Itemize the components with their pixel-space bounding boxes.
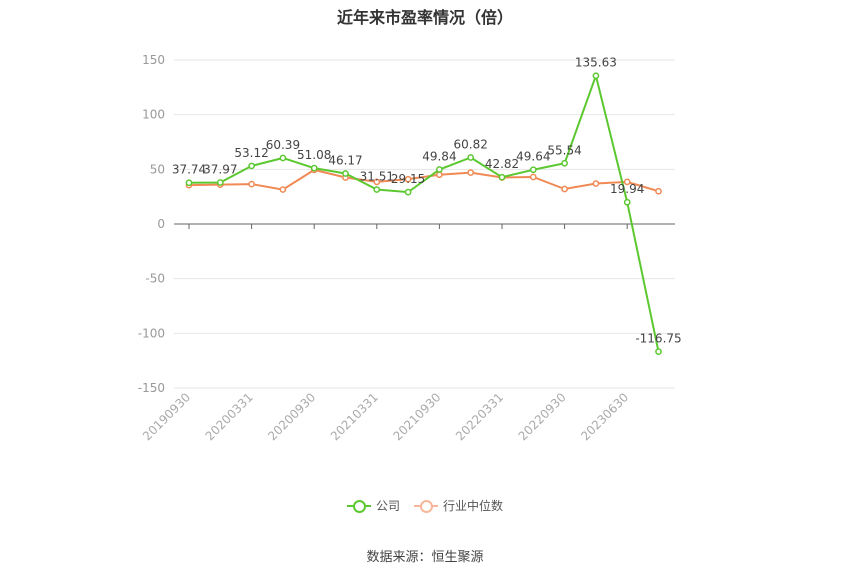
industry-point xyxy=(373,178,381,186)
y-tick-label: -100 xyxy=(138,326,165,340)
data-label: 31.51 xyxy=(360,170,394,184)
data-label: 60.82 xyxy=(454,138,488,152)
y-tick-label: 100 xyxy=(142,108,165,122)
y-tick-label: 150 xyxy=(142,53,165,67)
industry-point xyxy=(279,186,287,193)
chart-title: 近年来市盈率情况（倍） xyxy=(336,8,513,27)
company-point xyxy=(529,166,537,174)
company-point xyxy=(561,159,568,167)
legend-item-company[interactable]: 公司 xyxy=(346,497,400,514)
y-tick-label: -50 xyxy=(145,272,165,286)
x-tick-label: 20230630 xyxy=(578,390,631,443)
data-label: 42.82 xyxy=(485,157,519,171)
company-point xyxy=(623,198,631,206)
legend-item-industry[interactable]: 行业中位数 xyxy=(414,497,503,514)
industry-point xyxy=(561,185,568,193)
data-label: 29.15 xyxy=(391,172,425,186)
data-label: -116.75 xyxy=(635,332,681,346)
company-point xyxy=(310,164,318,172)
data-label: 55.54 xyxy=(547,143,581,157)
data-label: 49.64 xyxy=(516,150,550,164)
x-tick-label: 20190930 xyxy=(140,390,193,443)
y-tick-label: 0 xyxy=(157,217,165,231)
company-point xyxy=(592,72,600,80)
data-label: 37.97 xyxy=(203,162,237,176)
industry-point xyxy=(655,187,662,195)
legend-company-label: 公司 xyxy=(375,499,400,513)
data-label: 19.94 xyxy=(610,182,644,196)
legend-company-swatch xyxy=(346,499,371,513)
data-label: 49.84 xyxy=(422,150,456,164)
grid-lines xyxy=(174,59,675,389)
x-tick-label: 20220930 xyxy=(516,390,569,443)
series-company xyxy=(185,72,662,355)
x-tick-label: 20200930 xyxy=(265,390,318,443)
data-label: 60.39 xyxy=(266,138,300,152)
industry-point xyxy=(248,180,255,188)
x-tick-label: 20220331 xyxy=(453,390,506,443)
x-tick-label: 20210930 xyxy=(390,390,443,443)
industry-point xyxy=(623,178,631,186)
company-point xyxy=(279,154,287,162)
legend-industry-swatch xyxy=(414,499,438,513)
industry-point xyxy=(529,173,537,181)
company-point xyxy=(404,188,412,196)
legend-industry-label: 行业中位数 xyxy=(443,499,504,513)
legend: 公司 行业中位数 xyxy=(0,497,850,514)
company-point xyxy=(373,186,381,193)
company-point xyxy=(185,179,193,187)
industry-point xyxy=(467,169,475,176)
industry-point xyxy=(592,180,600,187)
data-label: 53.12 xyxy=(234,146,268,160)
data-label: 46.17 xyxy=(328,154,362,168)
company-point xyxy=(436,166,443,173)
company-point xyxy=(498,173,506,181)
x-tick-label: 20210331 xyxy=(328,390,381,443)
company-point xyxy=(248,162,255,170)
industry-point xyxy=(436,171,443,179)
data-label: 51.08 xyxy=(297,148,331,162)
y-axis: 150 100 50 0 -50 -100 -150 xyxy=(138,53,165,395)
y-tick-label: -150 xyxy=(138,381,165,395)
company-point xyxy=(342,170,349,177)
y-tick-label: 50 xyxy=(150,162,165,176)
industry-line xyxy=(188,168,659,193)
industry-point xyxy=(404,175,412,183)
company-point xyxy=(467,154,475,161)
data-label: 135.63 xyxy=(575,56,617,70)
company-line xyxy=(188,72,660,352)
data-source: 数据来源：恒生聚源 xyxy=(366,550,484,565)
company-point xyxy=(216,179,224,186)
x-tick-label: 20200331 xyxy=(203,390,256,443)
company-point xyxy=(655,348,662,355)
data-label: 37.74 xyxy=(172,163,206,177)
